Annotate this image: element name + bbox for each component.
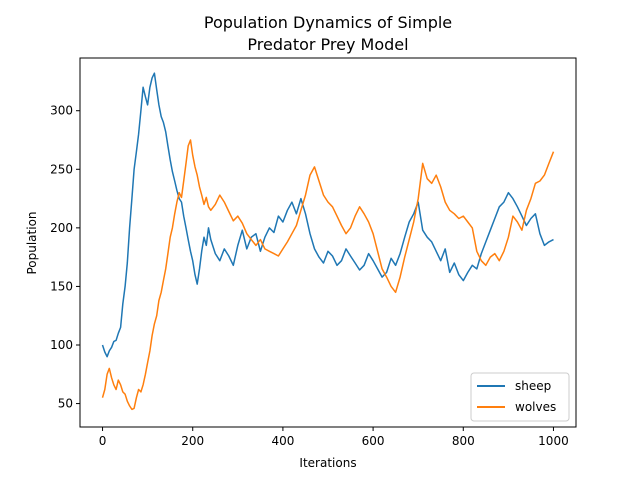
x-tick-label: 400 [271,434,294,448]
x-tick-label: 200 [181,434,204,448]
plot-area: 0 200 400 600 800 1000 50 100 150 200 250 300 [50,57,577,448]
y-tick-label: 250 [50,162,73,176]
legend-label-sheep: sheep [515,379,551,393]
y-axis-label: Population [25,211,39,274]
chart-title-line1: Population Dynamics of Simple [204,13,452,32]
y-tick-label: 50 [58,397,73,411]
y-axis-ticks: 50 100 150 200 250 300 [50,104,80,411]
x-axis-ticks: 0 200 400 600 800 1000 [99,427,569,448]
y-tick-label: 150 [50,279,73,293]
y-tick-label: 300 [50,104,73,118]
chart-title-line2: Predator Prey Model [247,35,408,54]
series-layer [101,72,555,411]
series-line-wolves [101,139,555,411]
x-tick-label: 600 [362,434,385,448]
axes-frame [79,57,577,428]
y-tick-label: 200 [50,221,73,235]
series-line-sheep [101,72,554,358]
x-axis-label: Iterations [299,456,356,470]
x-tick-label: 0 [99,434,107,448]
legend: sheep wolves [470,372,570,422]
x-tick-label: 800 [452,434,475,448]
y-tick-label: 100 [50,338,73,352]
x-tick-label: 1000 [538,434,569,448]
legend-label-wolves: wolves [515,400,556,414]
